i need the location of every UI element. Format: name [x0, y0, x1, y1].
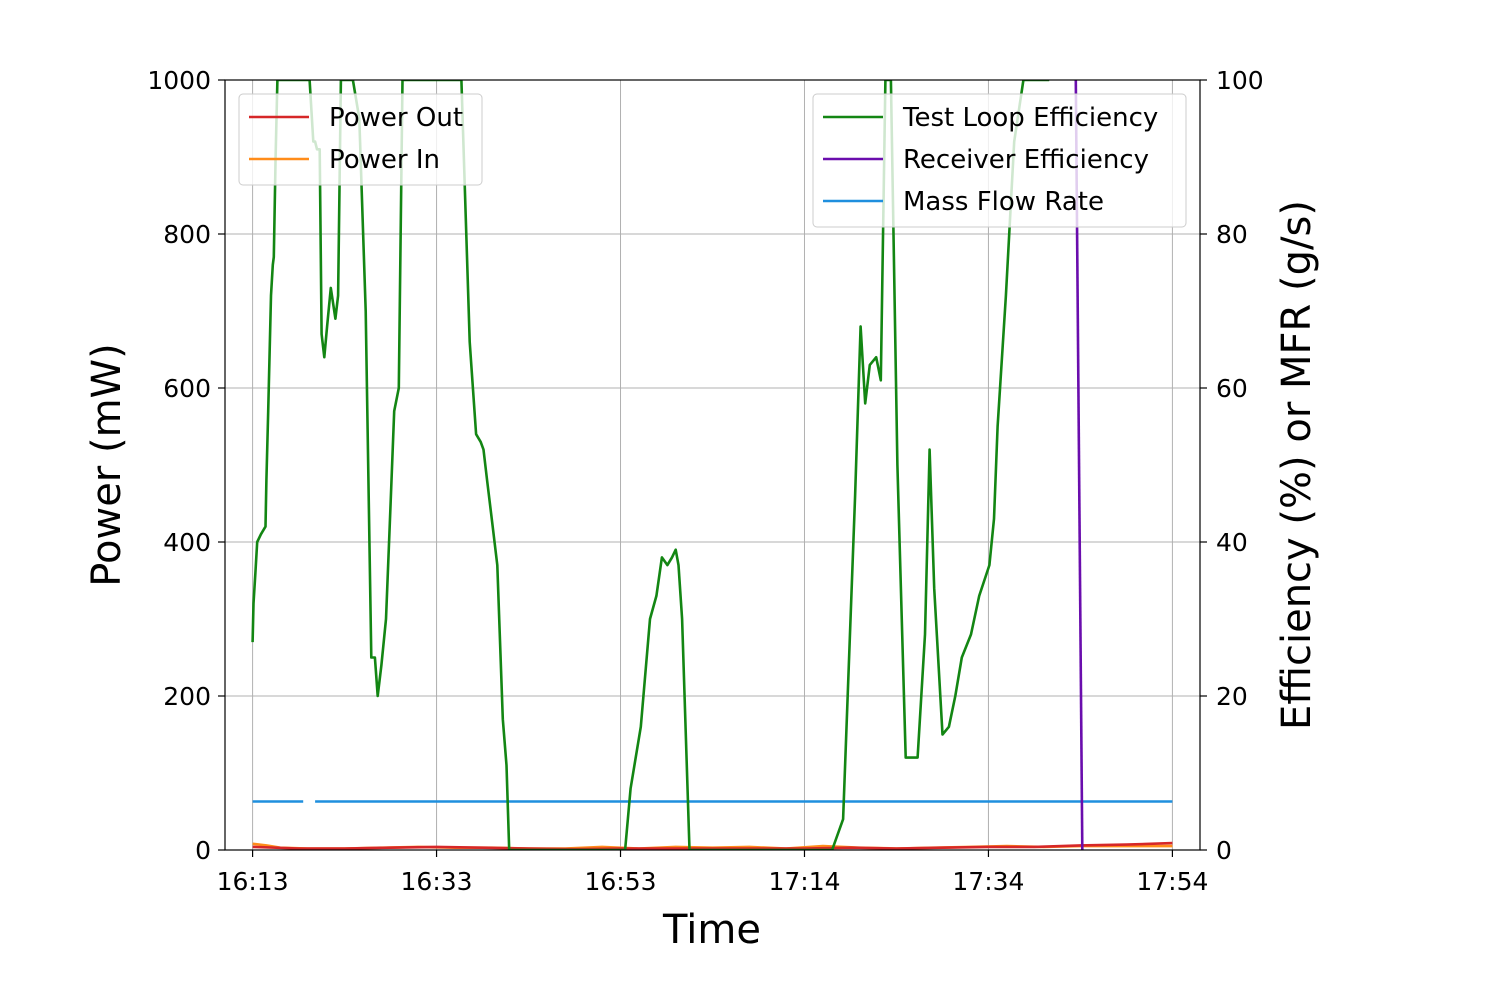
- x-axis-title: Time: [662, 907, 761, 953]
- legend-right: Test Loop Efficiency Receiver Efficiency M…: [812, 93, 1187, 228]
- legend-label-power-in: Power In: [329, 145, 440, 175]
- series-line-test-loop-efficiency: [251, 80, 1050, 850]
- y-right-tick-label: 20: [1216, 682, 1248, 711]
- x-tick-label: 16:53: [584, 867, 656, 896]
- x-tick-label: 17:54: [1136, 867, 1208, 896]
- series-layer: [251, 80, 1173, 850]
- y-left-tick-label: 400: [163, 528, 211, 557]
- y-left-tick-label: 0: [195, 836, 211, 865]
- y-right-tick-label: 0: [1216, 836, 1232, 865]
- legend-frame: [812, 93, 1187, 228]
- y-left-tick-label: 200: [163, 682, 211, 711]
- y-right-tick-label: 100: [1216, 66, 1264, 95]
- y-right-tick-label: 40: [1216, 528, 1248, 557]
- x-tick-label: 17:34: [952, 867, 1024, 896]
- legend-label-receiver-efficiency: Receiver Efficiency: [903, 145, 1149, 175]
- ticks: 16:13 16:33 16:53 17:14 17:34 17:540200400600…: [147, 66, 1263, 896]
- y-axis-title-left: Power (mW): [84, 343, 130, 586]
- x-tick-label: 17:14: [768, 867, 840, 896]
- y-left-tick-label: 800: [163, 220, 211, 249]
- plot-frame: [224, 79, 1201, 851]
- y-right-tick-label: 80: [1216, 220, 1248, 249]
- legend-left: Power Out Power In: [238, 93, 483, 186]
- x-tick-label: 16:13: [217, 867, 289, 896]
- legends: Power Out Power In Test Loop Efficiency Rec…: [238, 93, 1187, 228]
- y-axis-title-right: Efficiency (%) or MFR (g/s): [1274, 200, 1320, 730]
- legend-label-power-out: Power Out: [329, 103, 463, 133]
- y-right-tick-label: 60: [1216, 374, 1248, 403]
- series-line-power-out: [252, 841, 1173, 850]
- y-left-tick-label: 600: [163, 374, 211, 403]
- legend-label-mass-flow-rate: Mass Flow Rate: [903, 187, 1104, 217]
- legend-label-test-loop-efficiency: Test Loop Efficiency: [902, 103, 1158, 133]
- y-left-tick-label: 1000: [147, 66, 211, 95]
- x-tick-label: 16:33: [401, 867, 473, 896]
